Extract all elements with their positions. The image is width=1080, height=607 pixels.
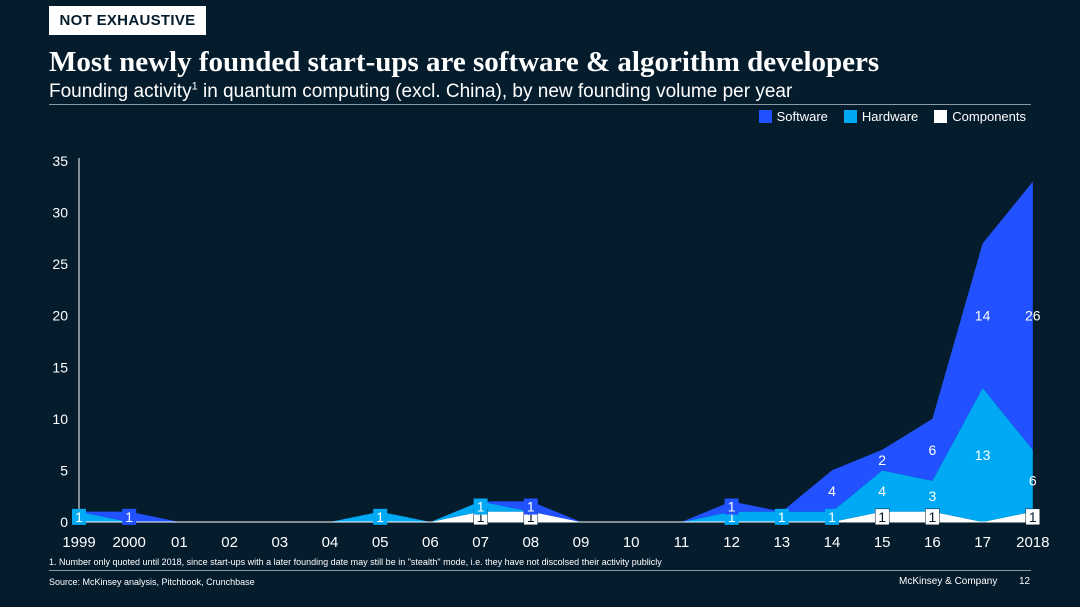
data-label-components: 1	[878, 509, 886, 525]
data-label-software: 2	[878, 452, 886, 468]
x-tick-label: 02	[221, 534, 238, 551]
company-name: McKinsey & Company	[899, 576, 998, 587]
y-tick-label: 25	[52, 256, 68, 272]
data-label-box-components	[874, 508, 890, 526]
x-tick-label: 08	[522, 534, 539, 551]
legend-label-hardware: Hardware	[861, 109, 919, 124]
data-label-software: 6	[929, 442, 937, 458]
data-label-hardware: 1	[778, 509, 786, 525]
data-label-hardware: 13	[975, 447, 991, 463]
legend-swatch-hardware	[843, 110, 857, 123]
x-tick-label: 14	[824, 534, 841, 551]
data-label-software: 1	[728, 499, 736, 515]
data-label-software: 4	[828, 483, 836, 499]
data-label-box-hardware	[72, 508, 86, 525]
x-tick-label: 12	[723, 534, 740, 551]
data-label-components: 1	[477, 509, 485, 525]
x-tick-label: 04	[322, 534, 339, 551]
y-tick-label: 20	[52, 308, 68, 324]
y-tick-label: 5	[60, 462, 68, 478]
slide-title: Most newly founded start-ups are softwar…	[49, 46, 880, 78]
y-tick-label: 35	[52, 153, 68, 169]
x-tick-label: 1999	[62, 534, 95, 551]
legend-label-software: Software	[776, 109, 828, 124]
data-label-box-hardware	[373, 508, 388, 525]
data-label-hardware: 1	[728, 509, 736, 525]
data-label-software: 14	[975, 308, 991, 324]
x-tick-label: 05	[372, 534, 389, 551]
x-tick-label: 11	[674, 534, 690, 551]
x-tick-label: 2018	[1016, 534, 1049, 551]
y-tick-label: 10	[52, 411, 68, 427]
y-tick-label: 30	[52, 205, 68, 221]
data-label-software: 26	[1025, 308, 1041, 324]
x-tick-label: 06	[422, 534, 439, 551]
data-label-box-hardware	[825, 508, 839, 525]
data-label-box-hardware	[774, 508, 789, 525]
data-label-box-hardware	[473, 498, 488, 515]
area-hardware	[79, 387, 1033, 522]
subtitle-text-rest: in quantum computing (excl. China), by n…	[197, 81, 793, 102]
subtitle-text: Founding activity	[49, 81, 192, 102]
data-label-software: 1	[527, 499, 535, 515]
page-number: 12	[1019, 576, 1031, 587]
data-label-hardware: 1	[376, 509, 384, 525]
data-label-components: 1	[1029, 509, 1037, 525]
x-tick-label: 10	[623, 534, 640, 551]
x-tick-label: 13	[773, 534, 790, 551]
title-divider	[49, 104, 1031, 105]
data-label-box-software	[122, 508, 137, 525]
source-note: Source: McKinsey analysis, Pitchbook, Cr…	[49, 577, 255, 587]
area-software	[79, 181, 1033, 522]
x-tick-label: 03	[271, 534, 288, 551]
x-tick-label: 01	[171, 534, 188, 551]
legend-label-components: Components	[952, 109, 1026, 124]
data-label-hardware: 1	[477, 499, 485, 515]
data-label-hardware: 4	[878, 483, 886, 499]
x-tick-label: 16	[924, 534, 941, 551]
data-label-hardware: 6	[1029, 473, 1037, 489]
not-exhaustive-badge: NOT EXHAUSTIVE	[49, 6, 206, 35]
data-label-box-components	[1025, 508, 1041, 526]
data-label-box-software	[724, 498, 739, 515]
legend-swatch-software	[758, 110, 772, 123]
footnote: 1. Number only quoted until 2018, since …	[49, 557, 662, 567]
data-label-hardware: 3	[929, 488, 937, 504]
data-label-components: 1	[527, 509, 535, 525]
data-label-software: 1	[125, 509, 133, 525]
data-label-hardware: 1	[828, 509, 836, 525]
footer-divider	[49, 570, 1031, 571]
slide-subtitle: Founding activity1 in quantum computing …	[49, 81, 792, 103]
legend-item-hardware: Hardware	[843, 109, 919, 124]
legend-swatch-components	[934, 110, 948, 123]
data-label-box-components	[925, 508, 940, 526]
y-tick-label: 0	[60, 514, 68, 530]
data-label-components: 1	[929, 509, 937, 525]
x-tick-label: 2000	[113, 534, 146, 551]
x-tick-label: 15	[874, 534, 891, 551]
x-tick-label: 17	[974, 534, 991, 551]
x-tick-label: 09	[573, 534, 590, 551]
chart-legend: Software Hardware Components	[758, 109, 1026, 124]
y-tick-label: 15	[52, 359, 68, 375]
legend-item-software: Software	[758, 109, 828, 124]
data-label-hardware: 1	[75, 509, 83, 525]
legend-item-components: Components	[934, 109, 1026, 124]
x-tick-label: 07	[472, 534, 489, 551]
subtitle-footnote-marker: 1	[191, 80, 198, 93]
data-label-box-software	[523, 498, 538, 515]
